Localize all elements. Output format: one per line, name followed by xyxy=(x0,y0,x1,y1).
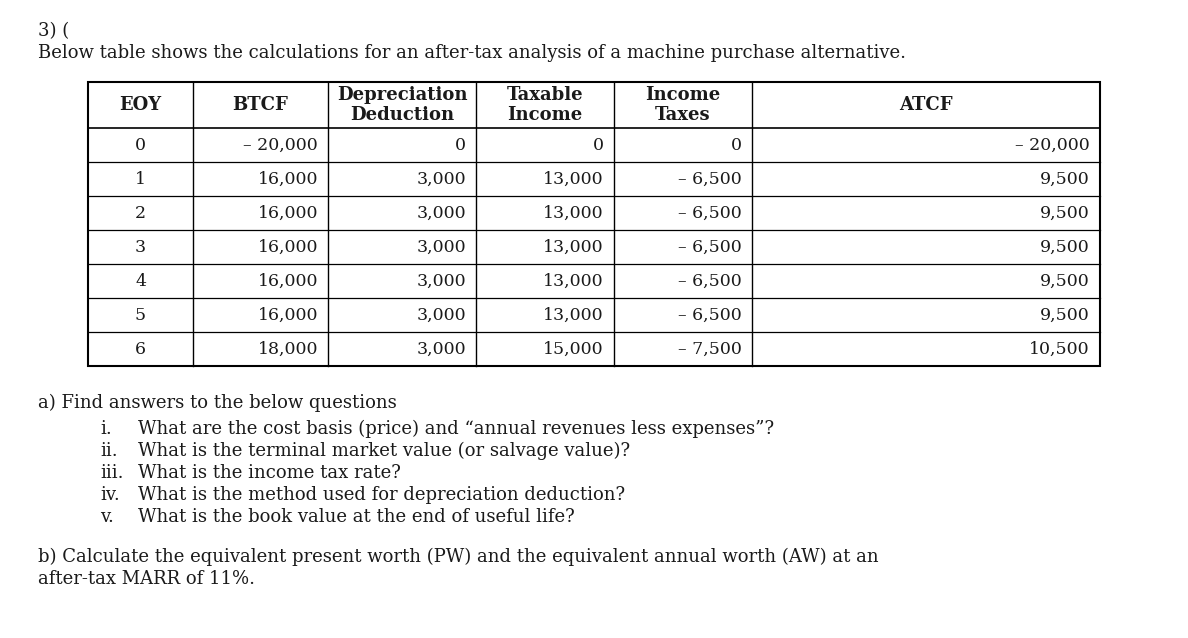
Text: What is the income tax rate?: What is the income tax rate? xyxy=(138,464,400,482)
Text: ii.: ii. xyxy=(100,442,118,460)
Text: 16,000: 16,000 xyxy=(258,272,318,290)
Text: Depreciation: Depreciation xyxy=(336,86,467,104)
Text: Income: Income xyxy=(507,106,582,124)
Text: 16,000: 16,000 xyxy=(258,170,318,188)
Text: 13,000: 13,000 xyxy=(543,306,604,323)
Text: – 6,500: – 6,500 xyxy=(678,306,742,323)
Text: ATCF: ATCF xyxy=(899,96,953,114)
Text: 3,000: 3,000 xyxy=(416,306,466,323)
Text: What is the method used for depreciation deduction?: What is the method used for depreciation… xyxy=(138,486,625,504)
Text: 6: 6 xyxy=(135,341,146,357)
Text: – 6,500: – 6,500 xyxy=(678,239,742,255)
Text: Deduction: Deduction xyxy=(350,106,454,124)
Text: 9,500: 9,500 xyxy=(1041,306,1091,323)
Text: 0: 0 xyxy=(455,137,466,154)
Text: 5: 5 xyxy=(135,306,146,323)
Text: – 20,000: – 20,000 xyxy=(1016,137,1091,154)
Text: 16,000: 16,000 xyxy=(258,205,318,221)
Text: 3) (: 3) ( xyxy=(38,22,69,40)
Text: What is the terminal market value (or salvage value)?: What is the terminal market value (or sa… xyxy=(138,442,630,460)
Text: Income: Income xyxy=(645,86,721,104)
Text: 10,500: 10,500 xyxy=(1029,341,1091,357)
Text: Taxable: Taxable xyxy=(507,86,583,104)
Text: – 6,500: – 6,500 xyxy=(678,170,742,188)
Text: 3,000: 3,000 xyxy=(416,341,466,357)
Text: 13,000: 13,000 xyxy=(543,272,604,290)
Text: – 6,500: – 6,500 xyxy=(678,272,742,290)
Text: v.: v. xyxy=(100,508,114,526)
Text: 3,000: 3,000 xyxy=(416,272,466,290)
Text: 9,500: 9,500 xyxy=(1041,205,1091,221)
Text: 3,000: 3,000 xyxy=(416,170,466,188)
Bar xyxy=(88,82,1100,366)
Text: 15,000: 15,000 xyxy=(543,341,604,357)
Text: b) Calculate the equivalent present worth (PW) and the equivalent annual worth (: b) Calculate the equivalent present wort… xyxy=(38,548,879,567)
Text: 3,000: 3,000 xyxy=(416,239,466,255)
Text: 0: 0 xyxy=(731,137,742,154)
Text: 18,000: 18,000 xyxy=(258,341,318,357)
Text: 16,000: 16,000 xyxy=(258,306,318,323)
Text: a) Find answers to the below questions: a) Find answers to the below questions xyxy=(38,394,397,412)
Text: 13,000: 13,000 xyxy=(543,205,604,221)
Text: – 20,000: – 20,000 xyxy=(244,137,318,154)
Text: 3,000: 3,000 xyxy=(416,205,466,221)
Text: after-tax MARR of 11%.: after-tax MARR of 11%. xyxy=(38,570,255,588)
Text: i.: i. xyxy=(100,420,112,438)
Text: iii.: iii. xyxy=(100,464,124,482)
Text: 0: 0 xyxy=(135,137,146,154)
Text: iv.: iv. xyxy=(100,486,120,504)
Text: 4: 4 xyxy=(135,272,146,290)
Text: 9,500: 9,500 xyxy=(1041,239,1091,255)
Text: What is the book value at the end of useful life?: What is the book value at the end of use… xyxy=(138,508,575,526)
Text: 13,000: 13,000 xyxy=(543,170,604,188)
Text: What are the cost basis (price) and “annual revenues less expenses”?: What are the cost basis (price) and “ann… xyxy=(138,420,775,438)
Text: 3: 3 xyxy=(135,239,146,255)
Text: EOY: EOY xyxy=(120,96,162,114)
Text: Taxes: Taxes xyxy=(656,106,710,124)
Text: – 6,500: – 6,500 xyxy=(678,205,742,221)
Text: 1: 1 xyxy=(135,170,146,188)
Text: 2: 2 xyxy=(135,205,146,221)
Text: Below table shows the calculations for an after-tax analysis of a machine purcha: Below table shows the calculations for a… xyxy=(38,44,906,62)
Text: 9,500: 9,500 xyxy=(1041,272,1091,290)
Text: BTCF: BTCF xyxy=(233,96,289,114)
Text: – 7,500: – 7,500 xyxy=(678,341,742,357)
Text: 9,500: 9,500 xyxy=(1041,170,1091,188)
Text: 13,000: 13,000 xyxy=(543,239,604,255)
Text: 16,000: 16,000 xyxy=(258,239,318,255)
Text: 0: 0 xyxy=(593,137,604,154)
